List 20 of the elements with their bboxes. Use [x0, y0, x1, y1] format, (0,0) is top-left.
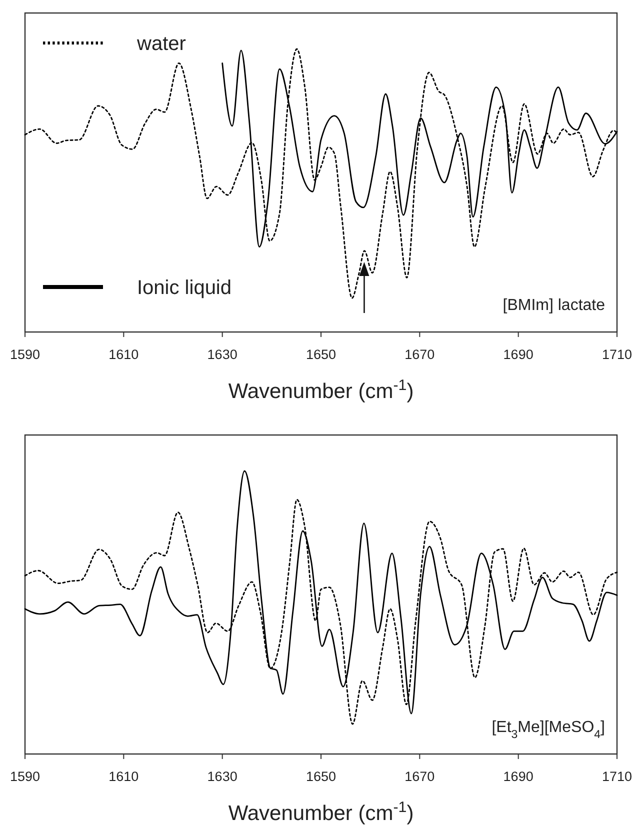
- x-tick-label: 1590: [10, 347, 40, 362]
- annotation: [Et$_{3}$Me][MeSO$_{4}$]: [492, 719, 605, 741]
- x-tick-label: 1630: [207, 769, 238, 784]
- x-tick-label: 1690: [503, 769, 534, 784]
- legend-label: Ionic liquid: [137, 277, 232, 299]
- x-axis-title: Wavenumber (cm$^{-1}$): [228, 376, 414, 403]
- x-tick-label: 1610: [108, 769, 139, 784]
- x-tick-label: 1690: [503, 347, 534, 362]
- x-tick-label: 1670: [404, 347, 435, 362]
- x-tick-label: 1650: [306, 769, 336, 784]
- x-tick-label: 1650: [306, 347, 336, 362]
- x-axis-title: Wavenumber (cm$^{-1}$): [228, 798, 414, 825]
- x-tick-label: 1630: [207, 347, 238, 362]
- x-tick-label: 1710: [602, 769, 632, 784]
- x-tick-label: 1710: [602, 347, 632, 362]
- x-tick-label: 1610: [108, 347, 139, 362]
- x-tick-label: 1590: [10, 769, 40, 784]
- legend-label: water: [136, 33, 186, 55]
- annotation: [BMIm] lactate: [502, 297, 606, 314]
- x-tick-label: 1670: [404, 769, 435, 784]
